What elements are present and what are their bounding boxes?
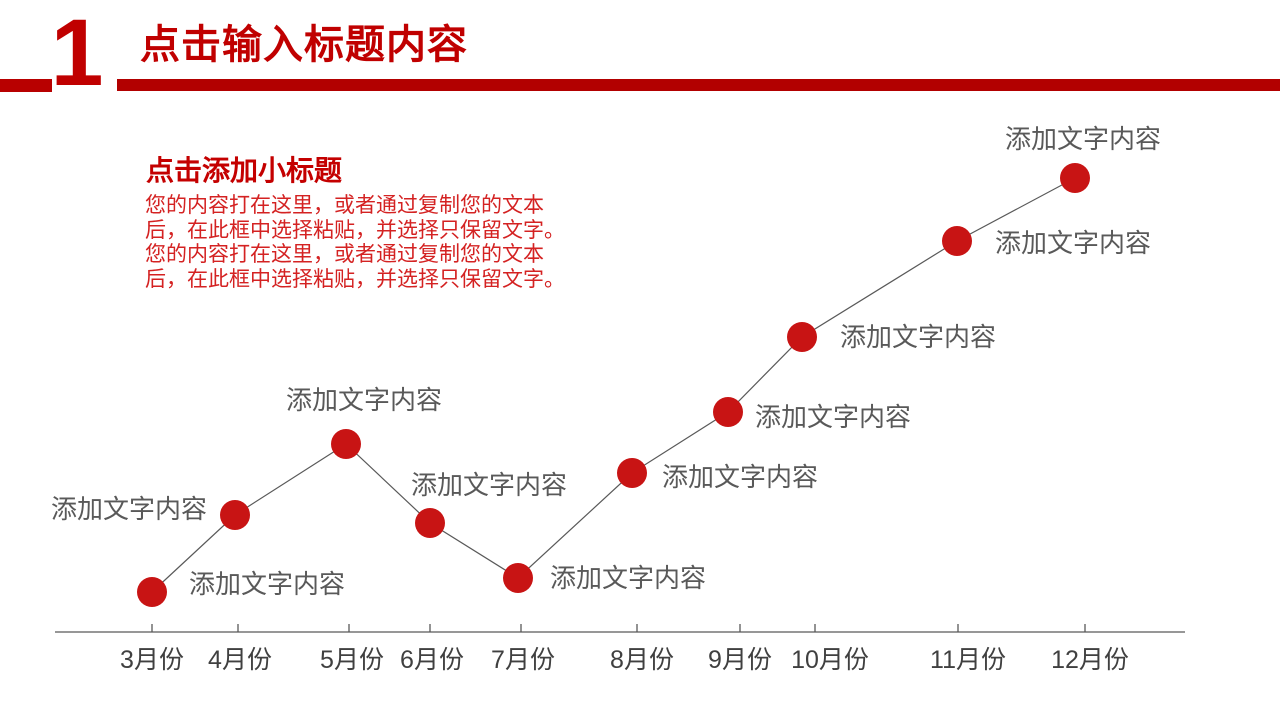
data-point-label: 添加文字内容 bbox=[410, 470, 568, 500]
axis-category-label: 10月份 bbox=[791, 646, 869, 674]
body-text-line: 后，在此框中选择粘贴，并选择只保留文字。 bbox=[145, 218, 565, 242]
data-point-label: 添加文字内容 bbox=[50, 494, 207, 524]
body-text-line: 您的内容打在这里，或者通过复制您的文本 bbox=[145, 194, 544, 217]
axis-category-label: 4月份 bbox=[208, 646, 272, 674]
data-point-marker bbox=[1060, 163, 1090, 193]
axis-category-label: 3月份 bbox=[120, 646, 184, 674]
data-point-label: 添加文字内容 bbox=[550, 563, 707, 593]
axis-category-label: 9月份 bbox=[708, 646, 772, 674]
data-point-label: 添加文字内容 bbox=[189, 569, 346, 599]
header-rule-line bbox=[117, 79, 1280, 91]
header-left-accent-bar bbox=[0, 79, 52, 92]
data-point-marker bbox=[503, 563, 533, 593]
data-point-label: 添加文字内容 bbox=[755, 402, 912, 432]
data-point-label: 添加文字内容 bbox=[285, 385, 443, 415]
data-point-marker bbox=[942, 226, 972, 256]
data-point-marker bbox=[713, 397, 743, 427]
data-point-marker bbox=[415, 508, 445, 538]
body-text-line: 您的内容打在这里，或者通过复制您的文本 bbox=[145, 243, 544, 266]
data-point-label: 添加文字内容 bbox=[1004, 124, 1162, 154]
data-point-marker bbox=[617, 458, 647, 488]
body-text-placeholder[interactable]: 您的内容打在这里，或者通过复制您的文本 后，在此框中选择粘贴，并选择只保留文字。您… bbox=[145, 194, 565, 292]
axis-category-label: 12月份 bbox=[1051, 646, 1129, 674]
axis-category-label: 11月份 bbox=[930, 646, 1006, 674]
body-text-line: 后，在此框中选择粘贴，并选择只保留文字。 bbox=[145, 267, 565, 291]
data-point-label: 添加文字内容 bbox=[840, 322, 997, 352]
data-point-marker bbox=[137, 577, 167, 607]
section-number: 1 bbox=[50, 0, 104, 106]
data-point-label: 添加文字内容 bbox=[662, 462, 819, 492]
axis-category-label: 7月份 bbox=[491, 646, 555, 674]
data-point-marker bbox=[220, 500, 250, 530]
data-point-marker bbox=[787, 322, 817, 352]
slide-title-placeholder[interactable]: 点击输入标题内容 bbox=[140, 23, 468, 67]
axis-category-label: 8月份 bbox=[610, 646, 674, 674]
axis-category-label: 6月份 bbox=[400, 646, 464, 674]
axis-category-label: 5月份 bbox=[320, 646, 384, 674]
data-point-label: 添加文字内容 bbox=[995, 228, 1152, 258]
data-point-marker bbox=[331, 429, 361, 459]
subtitle-placeholder[interactable]: 点击添加小标题 bbox=[146, 155, 343, 186]
